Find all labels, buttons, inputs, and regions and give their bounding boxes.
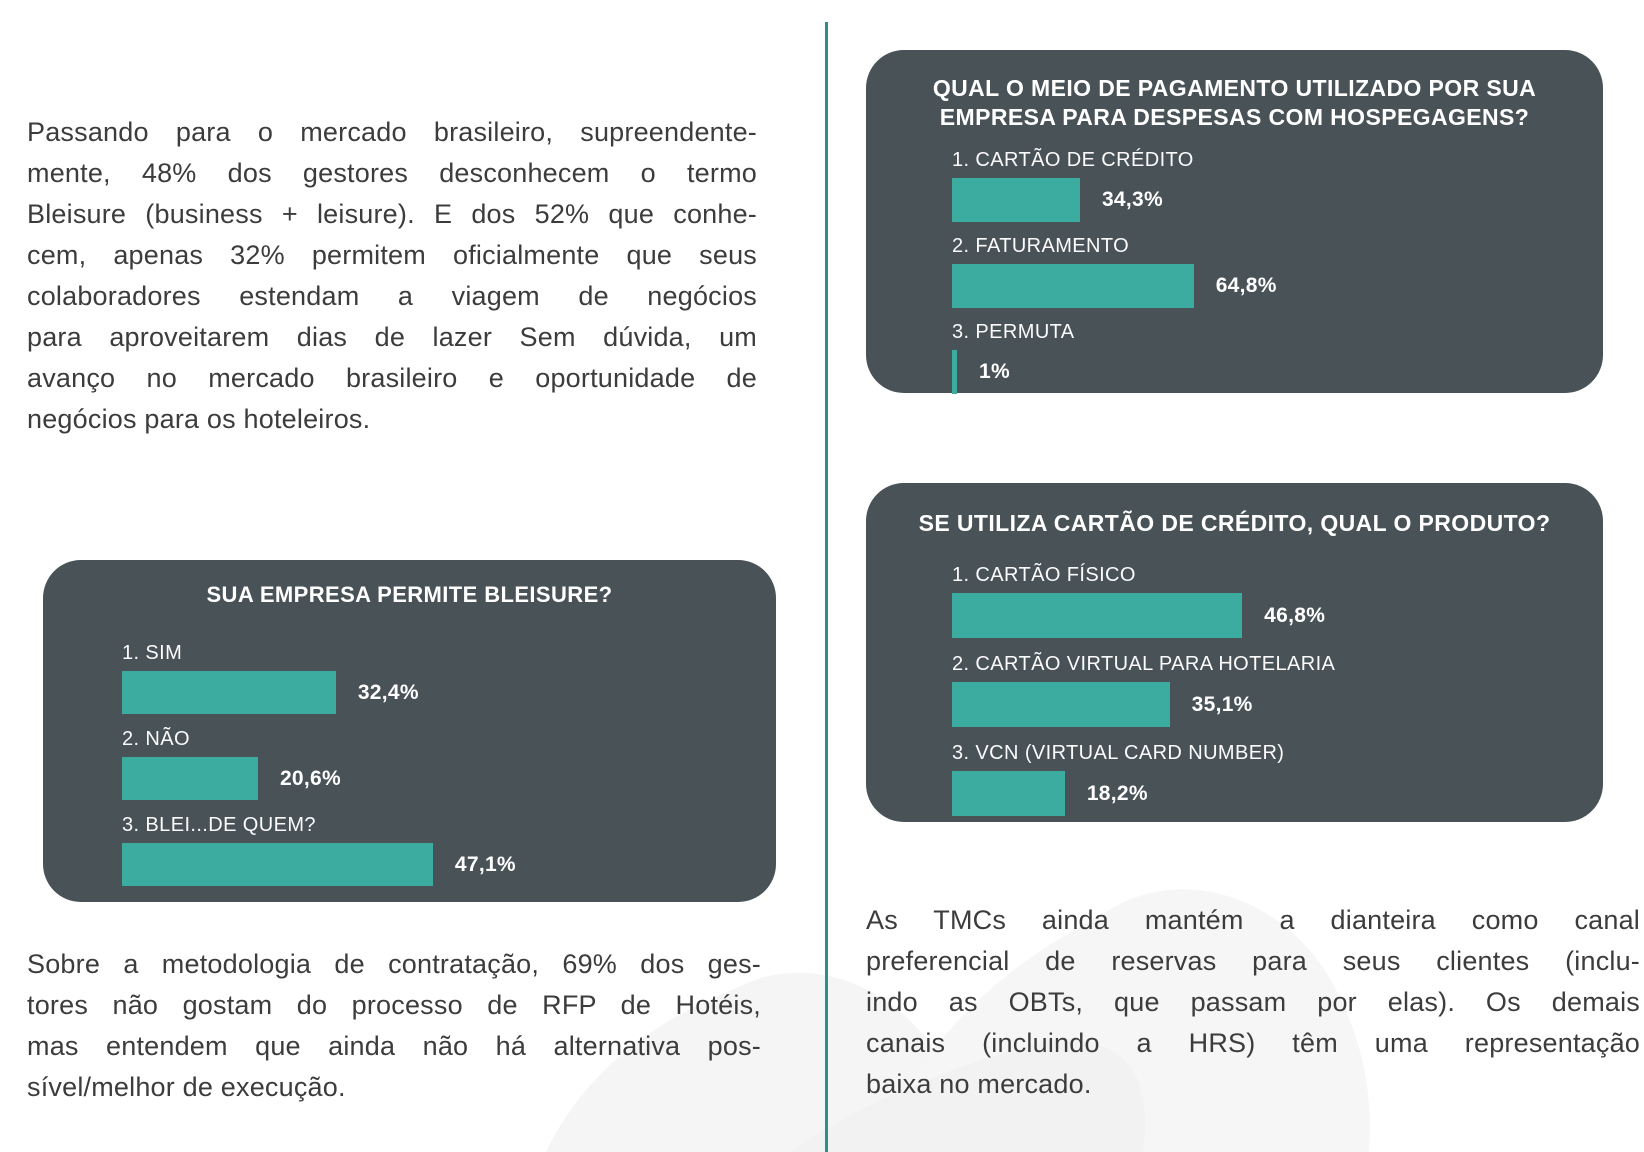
bar	[122, 671, 336, 714]
bar-category-label: 3. BLEI...DE QUEM?	[122, 814, 316, 836]
bar	[952, 682, 1170, 727]
paragraph-line: baixa no mercado.	[866, 1069, 1092, 1099]
chart-title-line: EMPRESA PARA DESPESAS COM HOSPEGAGENS?	[939, 104, 1530, 130]
bar-value-label: 64,8%	[1215, 274, 1277, 297]
paragraph-line: cem, apenas 32% permitem oficialmente qu…	[27, 240, 757, 270]
paragraph-tmcs: As TMCs ainda mantém a dianteira como ca…	[866, 900, 1640, 1105]
bar	[952, 178, 1080, 222]
bar-category-label: 1. CARTÃO FÍSICO	[952, 564, 1136, 586]
chart-title: SE UTILIZA CARTÃO DE CRÉDITO, QUAL O PRO…	[866, 483, 1603, 538]
paragraph-line: negócios para os hoteleiros.	[27, 404, 371, 434]
bar-value-label: 34,3%	[1101, 188, 1163, 211]
paragraph-line: mente, 48% dos gestores desconhecem o te…	[27, 158, 757, 188]
bar-row: 64,8%	[952, 264, 1567, 308]
bar-row: 18,2%	[952, 771, 1567, 816]
bar-category-label: 3. VCN (VIRTUAL CARD NUMBER)	[952, 742, 1285, 764]
bar-value-label: 18,2%	[1086, 781, 1148, 805]
bar-category-label: 2. FATURAMENTO	[952, 235, 1130, 257]
chart-title-line: QUAL O MEIO DE PAGAMENTO UTILIZADO POR S…	[932, 75, 1537, 101]
paragraph-line: tores não gostam do processo de RFP de H…	[27, 990, 761, 1020]
paragraph-line: Sobre a metodologia de contratação, 69% …	[27, 949, 761, 979]
bar	[952, 350, 957, 394]
paragraph-line: avanço no mercado brasileiro e oportunid…	[27, 363, 757, 393]
paragraph-line: colaboradores estendam a viagem de negóc…	[27, 281, 757, 311]
bar-row: 34,3%	[952, 178, 1567, 222]
paragraph-methodology: Sobre a metodologia de contratação, 69% …	[27, 944, 761, 1108]
bar-value-label: 1%	[979, 360, 1010, 383]
bar-value-label: 20,6%	[279, 766, 341, 790]
paragraph-line: As TMCs ainda mantém a dianteira como ca…	[866, 905, 1640, 935]
paragraph-line: Bleisure (business + leisure). E dos 52%…	[27, 199, 757, 229]
chart-card-bleisure: SUA EMPRESA PERMITE BLEISURE? 1. SIM 32,4%…	[43, 560, 776, 902]
paragraph-line: mas entendem que ainda não há alternativ…	[27, 1031, 761, 1061]
chart-title-line: SE UTILIZA CARTÃO DE CRÉDITO, QUAL O PRO…	[918, 510, 1551, 536]
bars-group: 1. CARTÃO FÍSICO 46,8% 2. CARTÃO VIRTUAL P…	[952, 562, 1567, 816]
bar-value-label: 35,1%	[1191, 692, 1253, 716]
bar-category-label: 1. SIM	[122, 642, 183, 664]
chart-card-card-product: SE UTILIZA CARTÃO DE CRÉDITO, QUAL O PRO…	[866, 483, 1603, 822]
bar-row: 1%	[952, 350, 1567, 394]
bar-value-label: 47,1%	[454, 852, 516, 876]
column-divider-line	[825, 22, 828, 1152]
chart-title: QUAL O MEIO DE PAGAMENTO UTILIZADO POR S…	[866, 50, 1603, 132]
bar	[122, 843, 433, 886]
bars-group: 1. SIM 32,4% 2. NÃO 20,6% 3. BLEI...DE QUEM?…	[122, 640, 740, 886]
bar-row: 46,8%	[952, 593, 1567, 638]
bar-value-label: 46,8%	[1264, 603, 1326, 627]
chart-title-line: SUA EMPRESA PERMITE BLEISURE?	[206, 582, 613, 607]
bar	[122, 757, 258, 800]
chart-card-payment-method: QUAL O MEIO DE PAGAMENTO UTILIZADO POR S…	[866, 50, 1603, 394]
paragraph-line: sível/melhor de execução.	[27, 1072, 346, 1102]
bar-value-label: 32,4%	[357, 680, 419, 704]
bar-row: 47,1%	[122, 843, 740, 886]
paragraph-line: para aproveitarem dias de lazer Sem dúvi…	[27, 322, 757, 352]
bar-row: 32,4%	[122, 671, 740, 714]
bar-category-label: 1. CARTÃO DE CRÉDITO	[952, 149, 1194, 171]
bar-category-label: 2. CARTÃO VIRTUAL PARA HOTELARIA	[952, 653, 1336, 675]
paragraph-line: Passando para o mercado brasileiro, supr…	[27, 117, 757, 147]
bar	[952, 264, 1194, 308]
bar	[952, 593, 1243, 638]
bar-row: 35,1%	[952, 682, 1567, 727]
bar	[952, 771, 1065, 816]
bar-row: 20,6%	[122, 757, 740, 800]
paragraph-line: indo as OBTs, que passam por elas). Os d…	[866, 987, 1640, 1017]
bars-group: 1. CARTÃO DE CRÉDITO 34,3% 2. FATURAMENTO 6…	[952, 147, 1567, 394]
paragraph-line: preferencial de reservas para seus clien…	[866, 946, 1640, 976]
chart-title: SUA EMPRESA PERMITE BLEISURE?	[43, 560, 776, 610]
bar-category-label: 3. PERMUTA	[952, 321, 1075, 343]
paragraph-line: canais (incluindo a HRS) têm uma represe…	[866, 1028, 1640, 1058]
paragraph-market-overview: Passando para o mercado brasileiro, supr…	[27, 112, 757, 440]
bar-category-label: 2. NÃO	[122, 728, 190, 750]
